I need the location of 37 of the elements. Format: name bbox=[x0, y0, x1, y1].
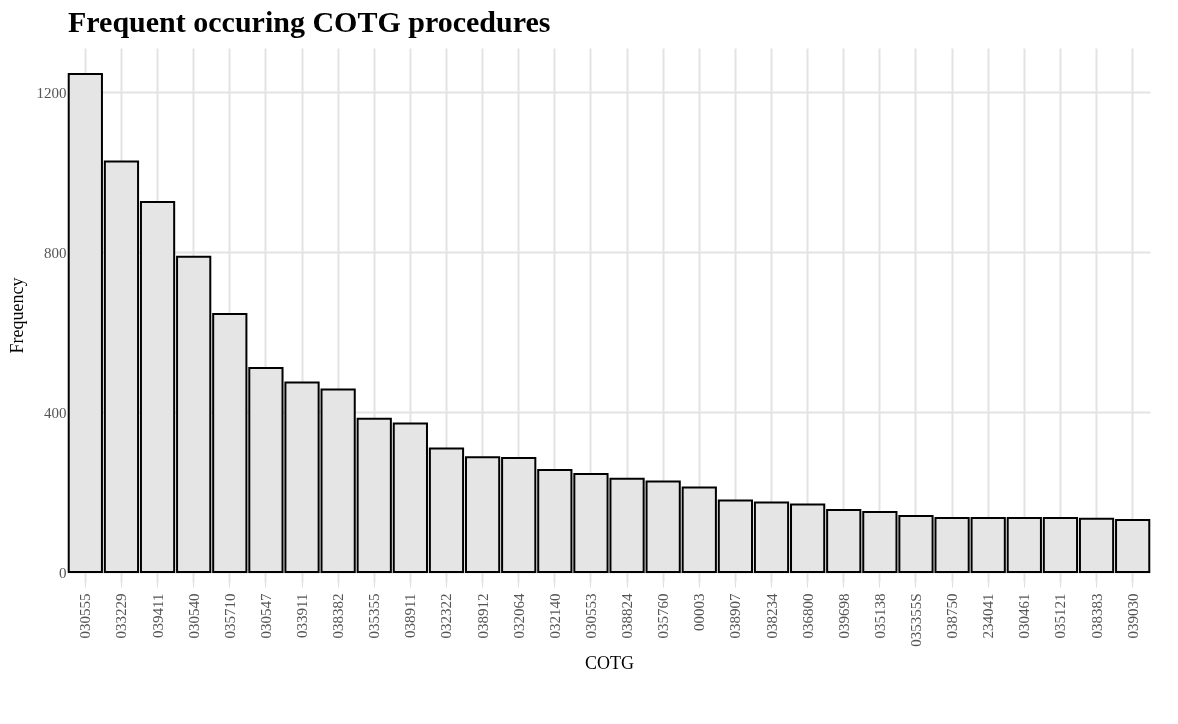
x-tick-label: 030553 bbox=[582, 593, 599, 639]
x-tick-label: 030540 bbox=[185, 593, 202, 639]
chart-title: Frequent occuring COTG procedures bbox=[68, 5, 551, 38]
x-tick-label: 038383 bbox=[1088, 593, 1105, 639]
x-tick-label: 035760 bbox=[655, 593, 672, 639]
x-tick-label: 035138 bbox=[871, 593, 888, 639]
y-tick-label: 400 bbox=[44, 404, 67, 421]
y-tick-label: 800 bbox=[44, 244, 67, 261]
x-tick-label: 032064 bbox=[510, 593, 527, 639]
x-tick-label: 039030 bbox=[1124, 593, 1141, 639]
x-tick-label: 038382 bbox=[330, 593, 347, 639]
x-tick-label: 038234 bbox=[763, 593, 780, 639]
y-tick-label: 0 bbox=[59, 564, 67, 581]
x-tick-label: 234041 bbox=[980, 593, 997, 639]
x-tick-label: 039698 bbox=[835, 593, 852, 639]
x-tick-label: 035355S bbox=[907, 593, 924, 647]
x-tick-label: 035355 bbox=[366, 593, 383, 639]
x-tick-label: 038824 bbox=[619, 593, 636, 639]
y-axis-title: Frequency bbox=[6, 277, 27, 354]
x-tick-label: 00003 bbox=[691, 593, 708, 631]
x-axis-title: COTG bbox=[585, 652, 634, 673]
x-tick-label: 035121 bbox=[1052, 593, 1069, 639]
x-tick-label: 033229 bbox=[113, 593, 130, 639]
x-tick-label: 032140 bbox=[546, 593, 563, 639]
x-tick-label: 038911 bbox=[402, 593, 419, 638]
y-tick-label: 1200 bbox=[36, 84, 67, 101]
x-tick-label: 030547 bbox=[257, 593, 274, 639]
x-tick-label: 033911 bbox=[294, 593, 311, 638]
x-tick-label: 035710 bbox=[221, 593, 238, 639]
x-tick-label: 030555 bbox=[77, 593, 94, 639]
x-tick-label: 036800 bbox=[799, 593, 816, 639]
x-tick-label: 039411 bbox=[149, 593, 166, 638]
x-tick-label: 032322 bbox=[438, 593, 455, 639]
x-tick-label: 038912 bbox=[474, 593, 491, 639]
x-tick-label: 038750 bbox=[944, 593, 961, 639]
x-tick-label: 038907 bbox=[727, 593, 744, 639]
x-tick-label: 030461 bbox=[1016, 593, 1033, 639]
